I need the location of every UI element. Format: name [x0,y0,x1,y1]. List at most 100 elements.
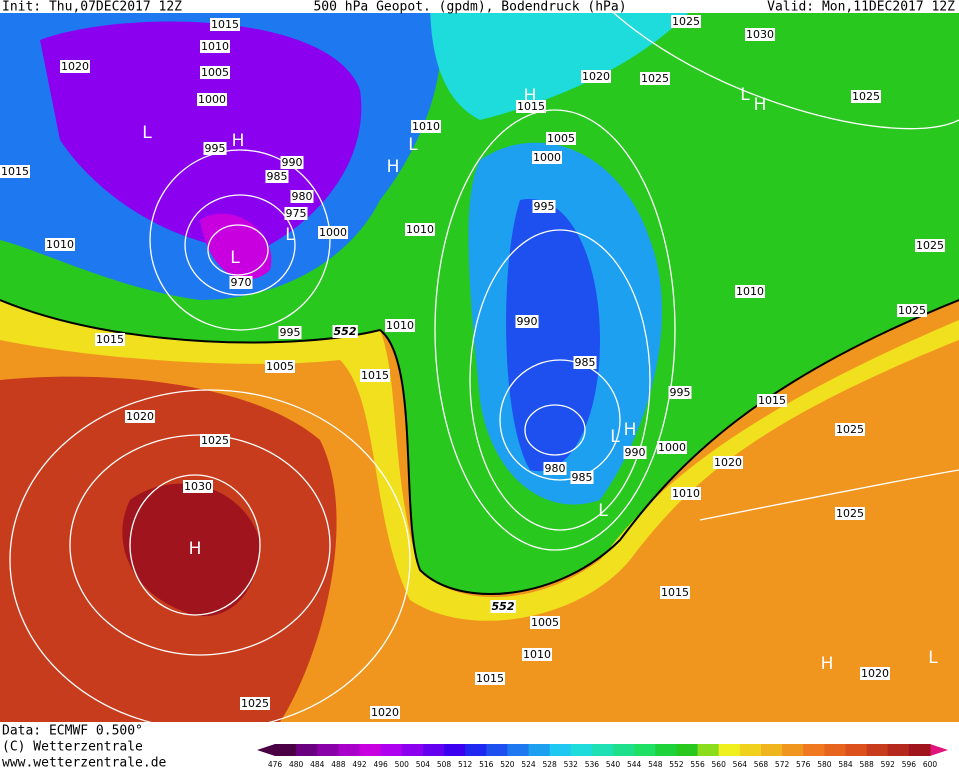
colorbar-bin [317,744,339,756]
pressure-center: H [754,95,767,115]
isobar-label: 1000 [198,93,226,106]
colorbar-bin [570,744,593,756]
copyright: (C) Wetterzentrale [2,740,143,755]
isobar-label: 980 [545,462,566,475]
isobar-label: 1015 [96,333,124,346]
isobar-label-bg [411,120,441,133]
pressure-center: L [285,225,295,245]
isobar-label-bg [516,100,546,113]
colorbar-label: 508 [437,760,452,769]
isobar-label-bg [640,72,670,85]
isobar-label: 1020 [582,70,610,83]
isobar-label-bg [183,480,213,493]
colorbar-bin [275,744,297,756]
pressure-center: H [624,420,637,440]
colorbar-label: 520 [500,760,515,769]
isobar-label: 975 [286,207,307,220]
isobar-label: 1025 [852,90,880,103]
very-cold-region [40,21,362,250]
isobar-label: 1000 [319,226,347,239]
isobar-label-bg [581,70,611,83]
colorbar-bin [591,744,614,756]
isobar-label-bg [95,333,125,346]
isobar-label: 1030 [184,480,212,493]
isobar-label-bg [278,326,302,339]
isobar-label: 985 [575,356,596,369]
isobar-label: 1020 [61,60,89,73]
isobar-label-bg [897,304,927,317]
isobar-label: 1000 [658,441,686,454]
colorbar-label: 516 [479,760,494,769]
isobar-label: 1025 [836,423,864,436]
isobar-label-bg [546,132,576,145]
isobar-label: 990 [625,446,646,459]
colorbar-bin [697,744,720,756]
isobar-label: 1005 [531,616,559,629]
isobar-label: 1010 [406,223,434,236]
colorbar-bin [380,744,403,756]
isobar-label: 1010 [523,648,551,661]
colorbar-bin [782,744,804,756]
colorbar-label: 580 [817,760,832,769]
north-cold [430,0,700,120]
isobar-label-bg [851,90,881,103]
isobar-label: 1025 [836,507,864,520]
colorbar-bin [655,744,677,756]
colorbar-label: 524 [521,760,536,769]
isobar-label: 995 [205,142,226,155]
colorbar-bin [338,744,361,756]
colorbar-label: 492 [352,760,367,769]
colorbar-bin [613,744,635,756]
yellow-band [0,300,959,621]
pressure-center: L [408,135,418,155]
colorbar-bin [803,744,825,756]
isobar-label-bg [735,285,765,298]
hot-core [122,483,260,617]
isobar-label-bg [835,423,865,436]
isobar-label-bg [570,471,594,484]
isobar-label: 1020 [126,410,154,423]
colorbar-bin [401,744,424,756]
colorbar-label: 596 [902,760,917,769]
colorbar-label: 536 [585,760,600,769]
isobar-label: 1010 [46,238,74,251]
valid-label: Valid: Mon,11DEC2017 12Z [767,0,955,15]
isobar-label-bg [860,667,890,680]
pressure-center: L [928,648,938,668]
isobar-label-bg [660,586,690,599]
colorbar-label: 476 [268,760,283,769]
header-bar [0,0,959,13]
isobar-label: 1015 [517,100,545,113]
colorbar-bin [444,744,466,756]
colorbar-bin [845,744,868,756]
isobar-label: 1005 [547,132,575,145]
isobar-label: 985 [572,471,593,484]
colorbar-bin [739,744,762,756]
colorbar-label: 496 [373,760,388,769]
isobar-label-bg [200,66,230,79]
colorbar-label: 488 [331,760,346,769]
isobar-label-bg [530,616,560,629]
isobar-label: 1000 [533,151,561,164]
isobar-label-bg [405,223,435,236]
pressure-center: H [232,131,245,151]
colorbar-label: 512 [458,760,473,769]
isobar-label: 1010 [736,285,764,298]
isobar-label-bg [657,441,687,454]
colorbar-bin [760,744,783,756]
pressure-center: L [230,248,240,268]
isobar-label-bg [125,410,155,423]
colorbar-label: 548 [648,760,663,769]
cold-core [200,213,272,280]
colorbar-label: 560 [712,760,727,769]
isobar-label-bg [543,462,567,475]
isobar-label: 1025 [672,15,700,28]
isobar-label: 1020 [714,456,742,469]
isobar-label: 1015 [1,165,29,178]
isobar-label-bg [280,156,304,169]
isobar-label-bg [522,648,552,661]
contour-label-bg [490,600,516,613]
isobar-label-bg [668,386,692,399]
colorbar-label: 576 [796,760,811,769]
